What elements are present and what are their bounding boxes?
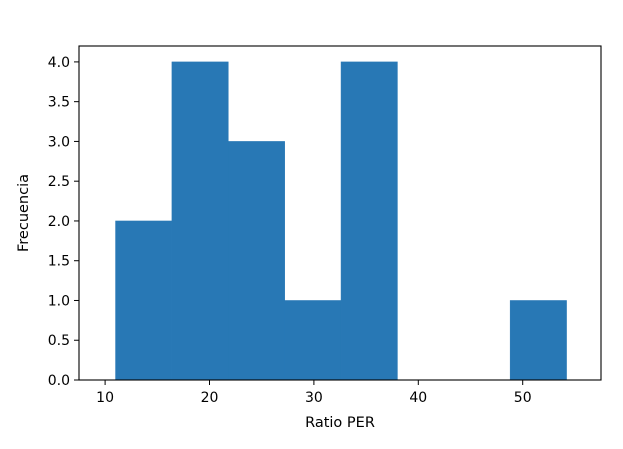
y-tick-label: 0.0: [48, 373, 70, 389]
histogram-bar: [509, 300, 567, 381]
y-tick-label: 3.5: [48, 95, 70, 111]
histogram-bar: [284, 300, 342, 381]
x-axis: 10 20 30 40 50: [96, 380, 532, 406]
histogram-bar: [228, 141, 285, 381]
histogram-bar: [115, 220, 173, 381]
y-tick-label: 2.0: [48, 214, 70, 230]
y-tick-label: 0.5: [48, 333, 70, 349]
x-tick-label: 40: [409, 390, 427, 406]
y-tick-label: 1.5: [48, 254, 70, 270]
y-tick-label: 1.0: [48, 293, 70, 309]
plot-frame: [78, 45, 602, 381]
x-tick-label: 30: [305, 390, 323, 406]
x-tick-label: 50: [514, 390, 532, 406]
y-axis: 0.0 0.5 1.0 1.5 2.0 2.5 3.0 3.5 4.0: [48, 55, 79, 389]
bars-layer: [115, 61, 567, 381]
y-tick-label: 2.5: [48, 174, 70, 190]
y-tick-label: 3.0: [48, 134, 70, 150]
histogram-bar: [171, 61, 229, 381]
y-axis-label: Frecuencia: [16, 174, 32, 252]
y-tick-label: 4.0: [48, 55, 70, 71]
x-axis-label: Ratio PER: [305, 415, 375, 431]
x-tick-label: 20: [201, 390, 219, 406]
x-tick-label: 10: [96, 390, 114, 406]
histogram-bar: [340, 61, 398, 381]
